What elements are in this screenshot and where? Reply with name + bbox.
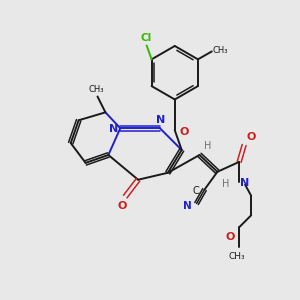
Text: CH₃: CH₃ — [89, 85, 104, 94]
Text: CH₃: CH₃ — [213, 46, 228, 55]
Text: C: C — [193, 186, 200, 196]
Text: Cl: Cl — [140, 34, 151, 44]
Text: H: H — [222, 179, 229, 189]
Text: CH₃: CH₃ — [229, 252, 245, 261]
Text: N: N — [240, 178, 249, 188]
Text: H: H — [205, 141, 212, 151]
Text: N: N — [109, 124, 118, 134]
Text: N: N — [156, 115, 166, 125]
Text: O: O — [226, 232, 235, 242]
Text: O: O — [246, 132, 256, 142]
Text: O: O — [118, 200, 127, 211]
Text: O: O — [180, 127, 189, 137]
Text: N: N — [183, 202, 192, 212]
